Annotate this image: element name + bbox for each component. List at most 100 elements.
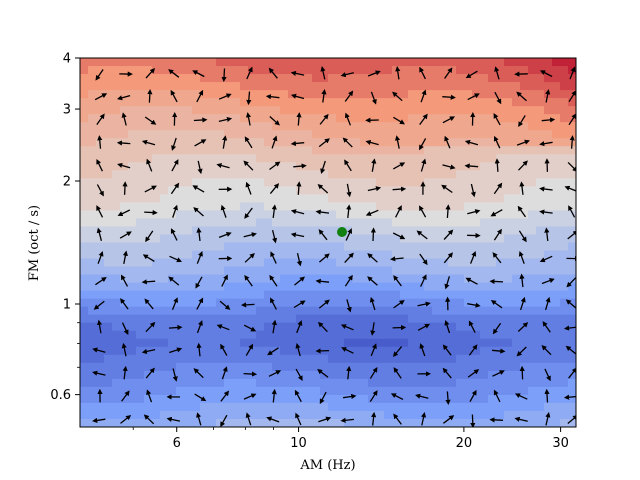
contour-cell: [368, 66, 377, 75]
contour-cell: [192, 234, 201, 244]
contour-cell: [496, 210, 505, 220]
contour-cell: [544, 130, 553, 139]
quiver-arrow: [545, 412, 551, 426]
contour-cell: [448, 58, 457, 67]
contour-cell: [432, 114, 441, 123]
contour-cell: [448, 234, 457, 244]
quiver-arrow: [367, 276, 378, 286]
contour-cell: [392, 370, 401, 380]
contour-cell: [280, 194, 289, 203]
contour-cell: [472, 58, 481, 67]
quiver-arrow: [96, 319, 103, 334]
contour-cell: [504, 394, 513, 404]
contour-cell: [280, 178, 289, 187]
contour-cell: [216, 114, 225, 123]
contour-cell: [184, 418, 193, 427]
contour-cell: [160, 194, 169, 203]
contour-cell: [304, 114, 313, 123]
quiver-arrow: [318, 253, 330, 263]
contour-cell: [184, 378, 193, 388]
contour-cell: [112, 154, 121, 163]
contour-cell: [480, 410, 489, 420]
contour-cell: [152, 146, 161, 155]
contour-cell: [248, 402, 257, 412]
contour-cell: [432, 298, 441, 308]
contour-cell: [352, 162, 361, 171]
contour-cell: [480, 274, 489, 284]
quiver-arrow: [296, 181, 302, 195]
contour-cell: [264, 394, 273, 404]
contour-cell: [480, 178, 489, 187]
contour-cell: [328, 98, 337, 107]
contour-cell: [560, 402, 569, 412]
quiver-arrow: [392, 186, 407, 192]
contour-cell: [464, 362, 473, 372]
contour-cell: [376, 186, 385, 195]
contour-cell: [360, 402, 369, 412]
contour-cell: [384, 330, 393, 340]
contour-cell: [192, 106, 201, 115]
contour-cell: [352, 314, 361, 324]
contour-cell: [392, 338, 401, 348]
contour-cell: [472, 314, 481, 324]
contour-cell: [456, 202, 465, 212]
contour-cell: [160, 226, 169, 236]
contour-cell: [336, 362, 345, 372]
quiver-arrow: [121, 112, 127, 126]
contour-cell: [568, 106, 576, 115]
contour-cell: [320, 258, 329, 268]
contour-cell: [360, 98, 369, 107]
contour-cell: [448, 362, 457, 372]
contour-cell: [504, 186, 513, 195]
contour-cell: [400, 106, 409, 115]
contour-cell: [560, 370, 569, 380]
contour-cell: [352, 186, 361, 195]
contour-cell: [144, 210, 153, 220]
contour-cell: [240, 66, 249, 75]
contour-cell: [120, 122, 129, 131]
contour-cell: [472, 290, 481, 300]
contour-cell: [224, 378, 233, 388]
contour-cell: [328, 418, 337, 427]
quiver-arrow: [96, 113, 105, 125]
contour-cell: [240, 74, 249, 83]
contour-cell: [488, 402, 497, 412]
contour-cell: [216, 370, 225, 380]
contour-cell: [344, 282, 353, 292]
contour-cell: [80, 370, 89, 380]
contour-cell: [552, 74, 561, 83]
quiver-arrow: [568, 367, 576, 379]
quiver-arrow: [470, 414, 476, 427]
contour-cell: [104, 138, 113, 147]
contour-cell: [520, 82, 529, 91]
quiver-arrow: [295, 368, 303, 381]
contour-cell: [296, 170, 305, 179]
contour-cell: [360, 266, 369, 276]
contour-cell: [248, 314, 257, 324]
contour-cell: [160, 394, 169, 404]
contour-cell: [360, 138, 369, 147]
contour-cell: [320, 290, 329, 300]
contour-cell: [224, 314, 233, 324]
contour-cell: [312, 114, 321, 123]
contour-cell: [416, 378, 425, 388]
contour-cell: [200, 338, 209, 348]
contour-cell: [440, 114, 449, 123]
contour-cell: [504, 226, 513, 236]
contour-cell: [472, 386, 481, 396]
contour-cell: [368, 146, 377, 155]
contour-cell: [552, 146, 561, 155]
contour-cell: [552, 370, 561, 380]
contour-cell: [112, 162, 121, 171]
contour-cell: [264, 250, 273, 260]
quiver-arrow: [539, 70, 553, 78]
contour-cell: [520, 218, 529, 228]
contour-cell: [472, 266, 481, 276]
contour-cell: [464, 314, 473, 324]
contour-cell: [544, 306, 553, 316]
quiver-arrow: [569, 66, 576, 80]
contour-cell: [352, 418, 361, 427]
contour-cell: [360, 58, 369, 67]
contour-cell: [168, 186, 177, 195]
contour-cell: [168, 258, 177, 268]
